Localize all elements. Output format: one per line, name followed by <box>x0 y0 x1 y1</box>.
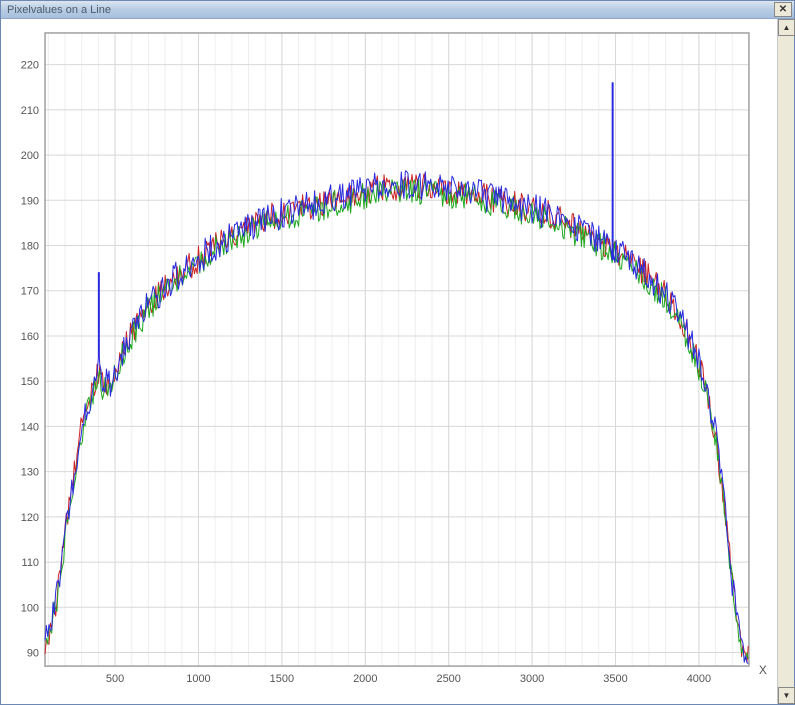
chart-svg: 500 1000 1500 2000 2500 3000 3500 4000 90 100 110 1… <box>5 23 773 700</box>
svg-text:3000: 3000 <box>520 673 544 685</box>
titlebar: Pixelvalues on a Line ✕ <box>1 1 794 19</box>
svg-text:170: 170 <box>21 286 39 298</box>
svg-text:1500: 1500 <box>270 673 294 685</box>
svg-text:2000: 2000 <box>353 673 377 685</box>
svg-text:2500: 2500 <box>436 673 460 685</box>
svg-text:4000: 4000 <box>687 673 711 685</box>
svg-text:90: 90 <box>27 648 39 660</box>
svg-text:100: 100 <box>21 602 39 614</box>
svg-text:160: 160 <box>21 331 39 343</box>
scroll-down-button[interactable]: ▼ <box>778 687 795 704</box>
chart-area: 500 1000 1500 2000 2500 3000 3500 4000 90 100 110 1… <box>1 19 777 704</box>
svg-text:220: 220 <box>21 60 39 72</box>
svg-text:180: 180 <box>21 241 39 253</box>
svg-text:130: 130 <box>21 467 39 479</box>
window-title: Pixelvalues on a Line <box>7 4 111 16</box>
svg-text:150: 150 <box>21 376 39 388</box>
svg-text:500: 500 <box>106 673 124 685</box>
window: Pixelvalues on a Line ✕ 500 1000 1500 2000 2… <box>0 0 795 705</box>
svg-text:110: 110 <box>22 557 39 569</box>
close-button[interactable]: ✕ <box>774 2 792 17</box>
svg-text:X: X <box>759 663 767 677</box>
svg-text:190: 190 <box>21 195 39 207</box>
svg-text:1000: 1000 <box>186 673 210 685</box>
svg-text:200: 200 <box>21 150 39 162</box>
svg-text:140: 140 <box>21 421 39 433</box>
content: 500 1000 1500 2000 2500 3000 3500 4000 90 100 110 1… <box>1 19 794 704</box>
svg-text:120: 120 <box>21 512 39 524</box>
scrollbar-vertical[interactable]: ▲ ▼ <box>777 19 794 704</box>
scroll-up-button[interactable]: ▲ <box>778 19 795 36</box>
svg-text:210: 210 <box>21 105 39 117</box>
svg-text:3500: 3500 <box>603 673 627 685</box>
